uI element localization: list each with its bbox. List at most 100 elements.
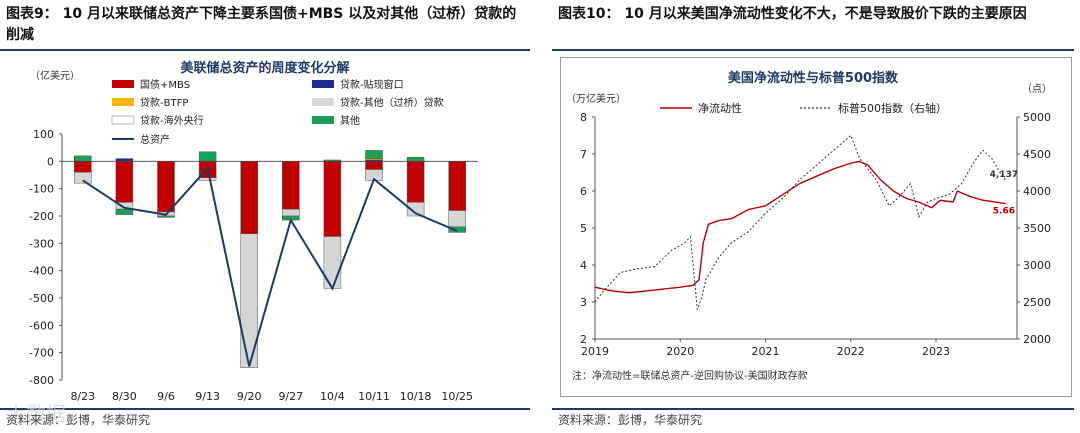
x-tick-label: 9/20 (237, 390, 262, 403)
right-tick-label: 3500 (1023, 222, 1051, 235)
legend-swatch-4 (111, 115, 135, 125)
bar-8/30-series-5 (115, 208, 134, 215)
x-tick-label: 10/4 (320, 390, 345, 403)
bar-10/25-series-3 (448, 210, 466, 228)
legend-label-5: 其他 (340, 114, 360, 127)
left-tick-label: 8 (580, 111, 587, 124)
bar-8/23-series-0 (74, 161, 92, 173)
x-tick-label: 2022 (837, 345, 865, 358)
y-axis-label: （亿美元） (30, 69, 80, 82)
legend-label-liquidity: 净流动性 (698, 101, 742, 115)
figure-10-title: 图表10： 10 月以来美国净流动性变化不大，不是导致股价下跌的主要原因 (558, 6, 1027, 22)
left-tick-label: 7 (580, 148, 587, 161)
x-tick-label: 2021 (752, 345, 780, 358)
bar-8/30-series-0 (115, 161, 134, 203)
left-tick-label: 4 (580, 259, 587, 272)
legend-label-0: 国债+MBS (140, 78, 190, 91)
right-tick-label: 5000 (1023, 111, 1051, 124)
left-tick-label: 3 (580, 296, 587, 309)
legend-label-3: 贷款-其他（过桥）贷款 (340, 96, 444, 109)
chart-title: 美联储总资产的周度变化分解 (180, 60, 349, 76)
bar-9/20-series-3 (240, 233, 258, 368)
legend-label-1: 贷款-贴现窗口 (340, 78, 404, 91)
title-rule (0, 49, 530, 51)
x-tick-label: 8/30 (112, 390, 137, 403)
x-tick-label: 2019 (581, 345, 609, 358)
y-tick-label: -400 (29, 265, 54, 278)
end-value-label-0: 5.66 (993, 207, 1015, 217)
y-tick-label: -300 (29, 237, 54, 250)
title-rule (552, 49, 1074, 51)
bar-9/20-series-0 (240, 161, 258, 235)
chart-note: 注：净流动性=联储总资产-逆回购协议-美国财政存款 (572, 369, 808, 382)
x-tick-label: 9/13 (195, 390, 220, 403)
y-tick-label: -200 (29, 210, 54, 223)
left-tick-label: 5 (580, 222, 587, 235)
bar-9/13-series-5 (198, 151, 217, 162)
figure-9-title: 图表9： 10 月以来联储总资产下降主要系国债+MBS 以及对其他（过桥）贷款的… (6, 6, 517, 43)
legend-swatch-1 (312, 80, 334, 88)
right-figure-panel: 图表10： 10 月以来美国净流动性变化不大，不是导致股价下跌的主要原因 美国净… (552, 0, 1074, 433)
y-tick-label: -700 (29, 347, 54, 360)
liquidity-sp500-line-chart: 美国净流动性与标普500指数 （万亿美元） （点） 2 3 4 5 6 7 8 2000 2500 30… (566, 70, 1052, 382)
right-tick-label: 4500 (1023, 148, 1051, 161)
y-tick-label: -100 (29, 183, 54, 196)
right-tick-label: 2000 (1023, 333, 1051, 346)
left-tick-label: 2 (580, 333, 587, 346)
source-note: 资料来源：彭博，华泰研究 (558, 413, 703, 427)
bar-9/27-series-0 (282, 161, 300, 210)
y-tick-label: 0 (47, 155, 54, 168)
bar-8/23-series-5 (74, 155, 92, 162)
bar-8/30-series-1 (115, 158, 134, 162)
bar-10/18-series-3 (406, 202, 425, 217)
x-tick-label: 2023 (922, 345, 950, 358)
bar-9/6-series-5 (157, 215, 175, 218)
y-tick-label: -800 (29, 374, 54, 387)
legend-swatch-3 (312, 98, 334, 106)
y-tick-label: -600 (29, 319, 54, 332)
x-tick-label: 10/18 (400, 390, 432, 403)
x-tick-label: 2020 (666, 345, 694, 358)
bar-10/4-series-3 (323, 236, 342, 289)
chart-frame (560, 57, 1072, 397)
x-tick-label: 9/6 (157, 390, 175, 403)
legend-swatch-2 (112, 98, 134, 106)
legend-label-4: 贷款-海外央行 (140, 114, 204, 127)
left-axis-label: （万亿美元） (566, 92, 626, 105)
bar-10/18-series-0 (406, 161, 425, 203)
legend-label-2: 贷款-BTFP (140, 96, 188, 109)
left-tick-label: 6 (580, 185, 587, 198)
series-line-0 (594, 160, 1007, 294)
legend-swatch-0 (112, 80, 134, 88)
bar-10/11-series-5 (365, 150, 383, 159)
bar-10/11-series-0 (365, 161, 383, 170)
series-line-1 (594, 134, 1007, 310)
right-tick-label: 2500 (1023, 296, 1051, 309)
bar-9/6-series-0 (157, 161, 175, 213)
x-tick-label: 10/25 (441, 390, 473, 403)
bar-9/27-series-3 (282, 208, 300, 217)
right-axis-label: （点） (1022, 83, 1052, 95)
bar-10/25-series-5 (448, 226, 466, 233)
chart-title: 美国净流动性与标普500指数 (728, 70, 899, 86)
y-tick-label: 100 (33, 128, 54, 141)
legend-label-sp500: 标普500指数（右轴） (838, 101, 947, 115)
bar-10/4-series-0 (323, 161, 342, 237)
bar-8/23-series-3 (74, 172, 92, 184)
right-tick-label: 3000 (1023, 259, 1051, 272)
legend-swatch-5 (312, 116, 334, 124)
x-tick-label: 9/27 (278, 390, 303, 403)
x-tick-label: 10/11 (358, 390, 390, 403)
total-assets-line (82, 166, 458, 367)
bar-10/18-series-5 (406, 156, 425, 162)
y-tick-label: -500 (29, 292, 54, 305)
watermark-logo: 大数据 (6, 402, 66, 426)
bar-10/25-series-0 (448, 161, 466, 211)
source-rule (552, 408, 1074, 410)
right-tick-label: 4000 (1023, 185, 1051, 198)
legend-label-total: 总资产 (140, 133, 170, 146)
left-figure-panel: 图表9： 10 月以来联储总资产下降主要系国债+MBS 以及对其他（过桥）贷款的… (0, 0, 530, 433)
end-value-label-1: 4,137 (990, 170, 1018, 180)
x-tick-label: 8/23 (70, 390, 95, 403)
